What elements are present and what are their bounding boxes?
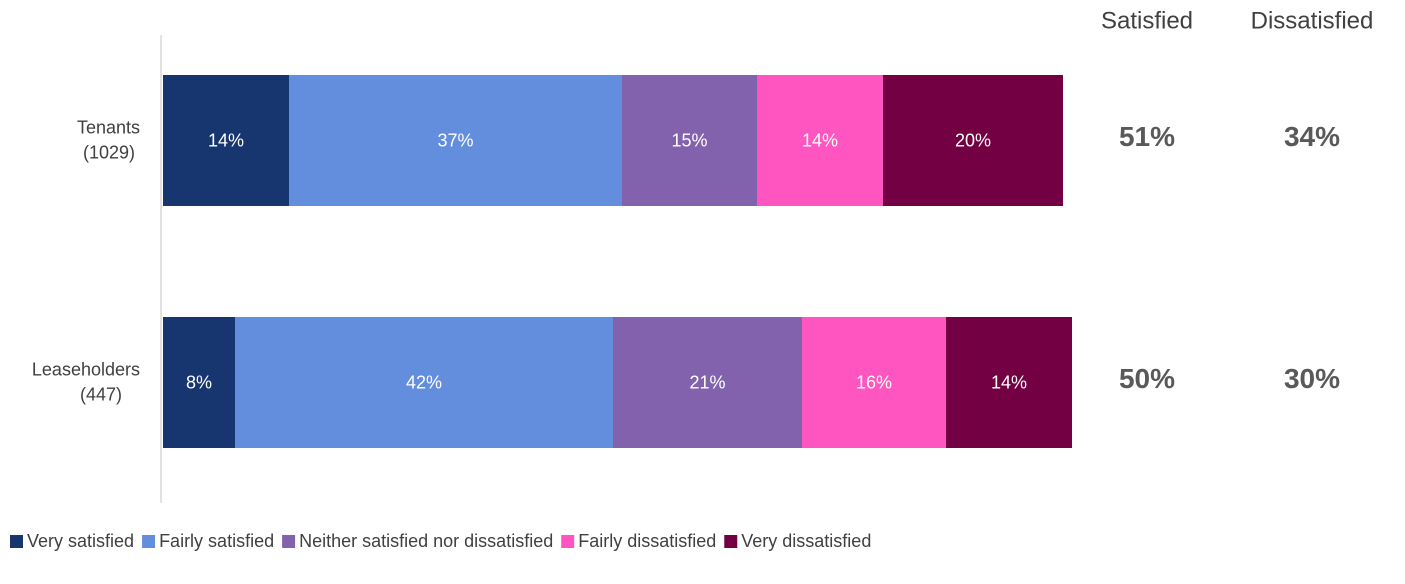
legend-label: Very dissatisfied (741, 531, 871, 551)
category-count: (447) (80, 384, 122, 404)
bar-segment (163, 75, 289, 206)
bar-segment (235, 317, 613, 448)
bar-segment (946, 317, 1072, 448)
legend-swatch (561, 535, 575, 548)
category-label: Tenants (77, 117, 140, 137)
category-count: (1029) (83, 142, 135, 162)
bar-segment (622, 75, 757, 206)
bar-segment (757, 75, 883, 206)
legend-swatch (282, 535, 296, 548)
data-label: 14% (208, 130, 244, 150)
bar-segment (802, 317, 946, 448)
data-label: 14% (802, 130, 838, 150)
legend-label: Very satisfied (27, 531, 134, 551)
summary-header: Satisfied (1101, 7, 1193, 34)
summary-value: 50% (1119, 363, 1175, 394)
legend-label: Fairly dissatisfied (578, 531, 716, 551)
data-label: 16% (856, 372, 892, 392)
bar-segment (613, 317, 802, 448)
data-label: 14% (991, 372, 1027, 392)
legend-swatch (724, 535, 738, 548)
data-label: 37% (437, 130, 473, 150)
bar-segment (883, 75, 1063, 206)
data-label: 8% (186, 372, 212, 392)
data-label: 42% (406, 372, 442, 392)
summary-value: 30% (1284, 363, 1340, 394)
summary-header: Dissatisfied (1251, 7, 1374, 34)
category-label: Leaseholders (32, 359, 140, 379)
data-label: 21% (689, 372, 725, 392)
summary-value: 34% (1284, 121, 1340, 152)
legend-label: Fairly satisfied (159, 531, 274, 551)
data-label: 20% (955, 130, 991, 150)
bar-segment (289, 75, 622, 206)
bar-segment (163, 317, 235, 448)
legend-swatch (10, 535, 23, 548)
legend-swatch (142, 535, 156, 548)
legend-label: Neither satisfied nor dissatisfied (299, 531, 553, 551)
data-label: 15% (671, 130, 707, 150)
summary-value: 51% (1119, 121, 1175, 152)
